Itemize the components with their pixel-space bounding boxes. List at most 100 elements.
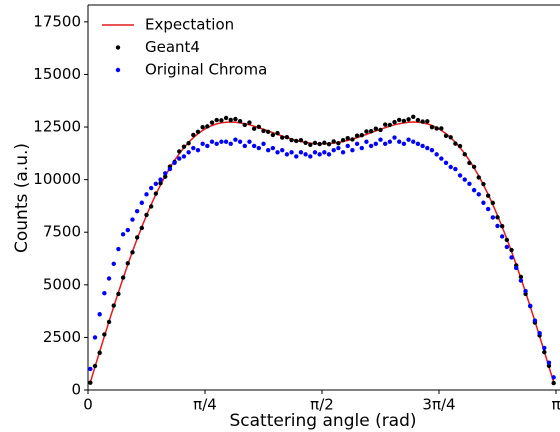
data-point [111, 303, 116, 308]
data-point [148, 185, 154, 191]
data-point [111, 261, 116, 266]
y-tick-label: 5000 [43, 275, 81, 293]
data-point [97, 312, 102, 317]
data-point [411, 114, 416, 119]
data-point [495, 223, 500, 229]
data-point [364, 139, 369, 144]
data-point [336, 145, 341, 151]
legend: Expectation Geant4 Original Chroma [102, 16, 267, 79]
data-point [284, 152, 290, 157]
data-point [406, 137, 411, 142]
data-point [392, 119, 397, 125]
data-point [336, 141, 341, 146]
data-point [359, 145, 364, 151]
data-point [102, 332, 107, 337]
data-point [237, 118, 243, 124]
data-point [354, 141, 360, 147]
data-point [546, 360, 552, 365]
data-point [331, 147, 336, 153]
data-point [345, 136, 350, 141]
data-point [467, 181, 472, 187]
data-point [462, 177, 467, 182]
data-point [490, 200, 496, 206]
data-point [364, 129, 369, 134]
data-point [275, 130, 280, 136]
data-point [298, 150, 304, 155]
data-point [457, 143, 463, 149]
legend-label: Original Chroma [145, 61, 267, 79]
data-point [116, 291, 121, 297]
data-point [228, 141, 233, 147]
data-point [92, 363, 98, 369]
data-point [401, 118, 407, 124]
data-point [542, 349, 547, 355]
data-point [359, 133, 364, 138]
data-point [242, 143, 247, 149]
data-point [476, 192, 481, 197]
data-point [401, 141, 407, 147]
data-point [340, 138, 346, 143]
x-tick-label: π/4 [193, 396, 217, 414]
data-point [125, 261, 130, 266]
data-point [471, 164, 477, 170]
data-point [88, 366, 93, 372]
data-point [429, 124, 435, 130]
data-point [406, 117, 411, 122]
data-point [509, 255, 514, 260]
data-point [186, 150, 191, 155]
data-point [209, 139, 215, 144]
data-point [415, 141, 421, 147]
data-point [397, 117, 402, 123]
data-point [546, 363, 552, 368]
x-axis-label: Scattering angle (rad) [229, 411, 416, 431]
data-point [102, 291, 107, 296]
data-point [425, 145, 430, 151]
data-point [195, 129, 201, 135]
data-point [476, 175, 481, 180]
data-point [125, 227, 130, 233]
data-point [551, 375, 556, 380]
data-point [490, 215, 496, 220]
data-point [195, 147, 201, 153]
data-point [158, 177, 163, 182]
data-point [280, 147, 285, 153]
data-point [378, 137, 383, 142]
data-point [247, 139, 252, 144]
legend-label: Geant4 [145, 38, 200, 56]
data-point [425, 119, 430, 124]
data-point [214, 117, 219, 123]
data-point [509, 247, 514, 253]
data-point [205, 143, 210, 149]
data-point [415, 117, 421, 123]
data-point [219, 118, 224, 123]
legend-swatch [115, 45, 121, 50]
data-point [163, 174, 168, 179]
data-point [237, 139, 243, 144]
data-point [106, 276, 112, 281]
data-point [420, 143, 425, 149]
data-point [439, 126, 444, 131]
data-point [163, 171, 168, 176]
data-point [481, 200, 486, 205]
data-point [280, 135, 285, 140]
data-point [467, 160, 472, 166]
y-tick-label: 0 [71, 381, 81, 399]
data-point [134, 235, 140, 240]
data-point [523, 288, 528, 294]
data-point [270, 145, 276, 151]
data-point [448, 135, 453, 140]
data-point [153, 181, 159, 187]
data-point [223, 115, 229, 121]
data-point [499, 234, 505, 239]
data-point [308, 154, 313, 159]
data-point [551, 380, 556, 386]
data-point [350, 137, 355, 142]
x-tick-label: 0 [83, 396, 93, 414]
data-point [144, 192, 149, 197]
data-point [411, 139, 416, 144]
data-point [322, 150, 327, 155]
data-point [317, 141, 322, 147]
legend-swatch [115, 67, 121, 73]
data-point [223, 139, 229, 144]
